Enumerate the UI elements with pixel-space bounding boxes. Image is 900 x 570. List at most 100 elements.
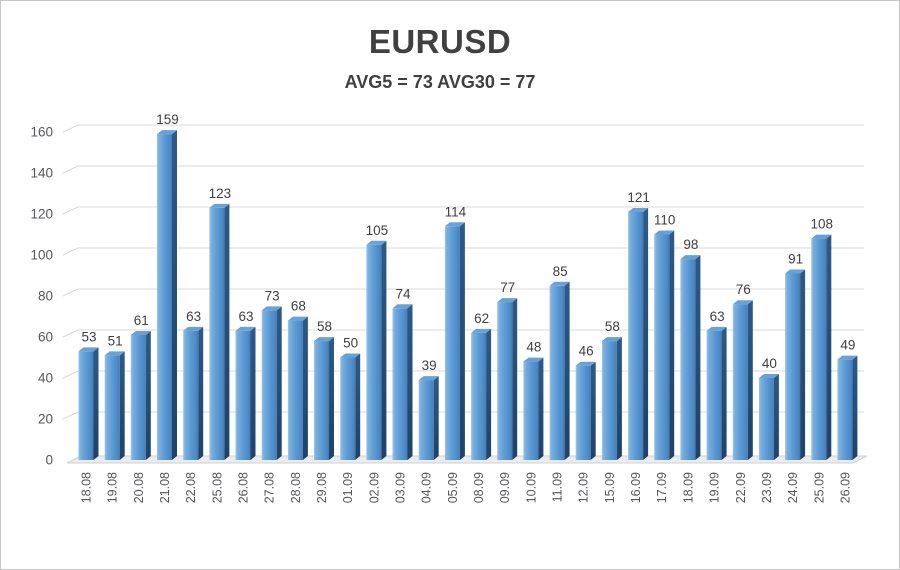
- x-axis-label: 15.09: [603, 472, 617, 503]
- bar-top-face: [758, 374, 779, 378]
- bar: 68: [287, 299, 308, 460]
- gridline: [62, 206, 864, 215]
- bar-top-face: [392, 304, 413, 309]
- bar-front-face: [732, 304, 748, 460]
- bar-side-face: [826, 234, 832, 460]
- bar-top-face: [78, 347, 99, 352]
- bar-front-face: [811, 238, 827, 460]
- bar: 63: [235, 309, 256, 460]
- bar: 48: [523, 340, 544, 460]
- bar-side-face: [486, 328, 492, 460]
- bar-front-face: [392, 308, 408, 460]
- chart-title: EURUSD: [368, 23, 512, 60]
- bar-side-face: [407, 304, 413, 460]
- gridline: [62, 165, 864, 174]
- bar-value-label: 68: [291, 299, 306, 314]
- bar: 62: [471, 311, 492, 460]
- bar-side-face: [538, 357, 544, 460]
- bar: 73: [261, 288, 282, 460]
- bar-side-face: [250, 326, 256, 460]
- bar: 49: [837, 338, 858, 460]
- y-axis-label: 100: [30, 248, 53, 263]
- bar-front-face: [758, 378, 774, 460]
- bar-side-face: [616, 337, 622, 460]
- bar-front-face: [575, 365, 591, 460]
- bar-value-label: 105: [366, 223, 389, 238]
- y-axis-label: 160: [30, 125, 53, 140]
- bar-top-face: [837, 355, 858, 360]
- bar-top-face: [732, 300, 753, 305]
- bar-front-face: [706, 330, 722, 460]
- bar-front-face: [628, 212, 644, 460]
- gridline: [62, 329, 864, 338]
- bar-top-face: [575, 361, 596, 366]
- y-axis-label: 80: [38, 289, 53, 304]
- bar-front-face: [157, 134, 172, 460]
- bar-front-face: [130, 335, 146, 460]
- bar-value-label: 63: [186, 309, 201, 324]
- bar-value-label: 58: [605, 319, 620, 334]
- bar: 46: [575, 344, 596, 460]
- bar-side-face: [329, 337, 334, 460]
- bar-side-face: [590, 361, 596, 460]
- x-axis-label: 22.08: [184, 472, 198, 503]
- bar-front-face: [785, 273, 801, 460]
- bar-top-face: [340, 353, 361, 358]
- bar-front-face: [366, 244, 382, 460]
- gridline: [62, 124, 864, 133]
- bar-top-face: [235, 326, 256, 331]
- bar: 108: [811, 217, 833, 460]
- bar-value-label: 110: [654, 213, 676, 228]
- bar-value-label: 53: [81, 329, 96, 344]
- bar-top-face: [811, 234, 832, 239]
- bar-value-label: 121: [627, 190, 650, 205]
- x-axis-label: 02.09: [367, 472, 381, 503]
- bar-front-face: [549, 285, 565, 461]
- bar-top-face: [104, 351, 125, 356]
- bar-top-face: [444, 222, 465, 227]
- bar-top-face: [680, 255, 701, 260]
- x-axis-label: 09.09: [498, 472, 512, 503]
- bar-side-face: [224, 203, 230, 460]
- x-axis-label: 04.09: [420, 472, 434, 503]
- bar-front-face: [340, 357, 356, 460]
- x-axis-label: 10.09: [524, 472, 538, 503]
- bar-value-label: 73: [265, 288, 280, 303]
- bar: 114: [445, 204, 467, 460]
- bar-side-face: [773, 374, 779, 460]
- bar-top-face: [706, 326, 727, 331]
- bar: 50: [340, 336, 361, 460]
- y-axis-label: 120: [30, 207, 53, 222]
- bar-value-label: 63: [238, 309, 253, 324]
- bar-side-face: [276, 306, 282, 460]
- bar-value-label: 85: [553, 264, 568, 279]
- bar: 74: [392, 286, 413, 460]
- bar: 159: [156, 112, 179, 460]
- bar-top-face: [209, 203, 230, 208]
- bar-front-face: [261, 310, 277, 460]
- bar-side-face: [643, 208, 649, 460]
- x-axis-label: 26.08: [237, 472, 251, 503]
- bar-side-face: [93, 347, 99, 460]
- bar-top-face: [287, 316, 308, 321]
- x-axis-label: 08.09: [472, 472, 486, 503]
- bar-value-label: 40: [762, 356, 777, 371]
- bar: 58: [314, 319, 334, 460]
- x-axis-label: 19.09: [708, 472, 722, 503]
- bar-value-label: 98: [683, 237, 698, 252]
- x-axis-label: 19.08: [106, 472, 120, 503]
- bar-value-label: 76: [736, 282, 751, 297]
- bar-top-face: [497, 298, 518, 303]
- bar-value-label: 63: [710, 309, 725, 324]
- bar-front-face: [497, 302, 513, 460]
- bar-top-face: [785, 269, 806, 274]
- chart-subtitle: AVG5 = 73 AVG30 = 77: [344, 72, 536, 92]
- bar-value-label: 62: [474, 311, 489, 326]
- bar-side-face: [433, 376, 439, 460]
- bar-side-face: [669, 230, 675, 460]
- bar-top-face: [549, 281, 570, 286]
- bar: 63: [183, 309, 204, 460]
- bar-value-label: 91: [788, 252, 803, 267]
